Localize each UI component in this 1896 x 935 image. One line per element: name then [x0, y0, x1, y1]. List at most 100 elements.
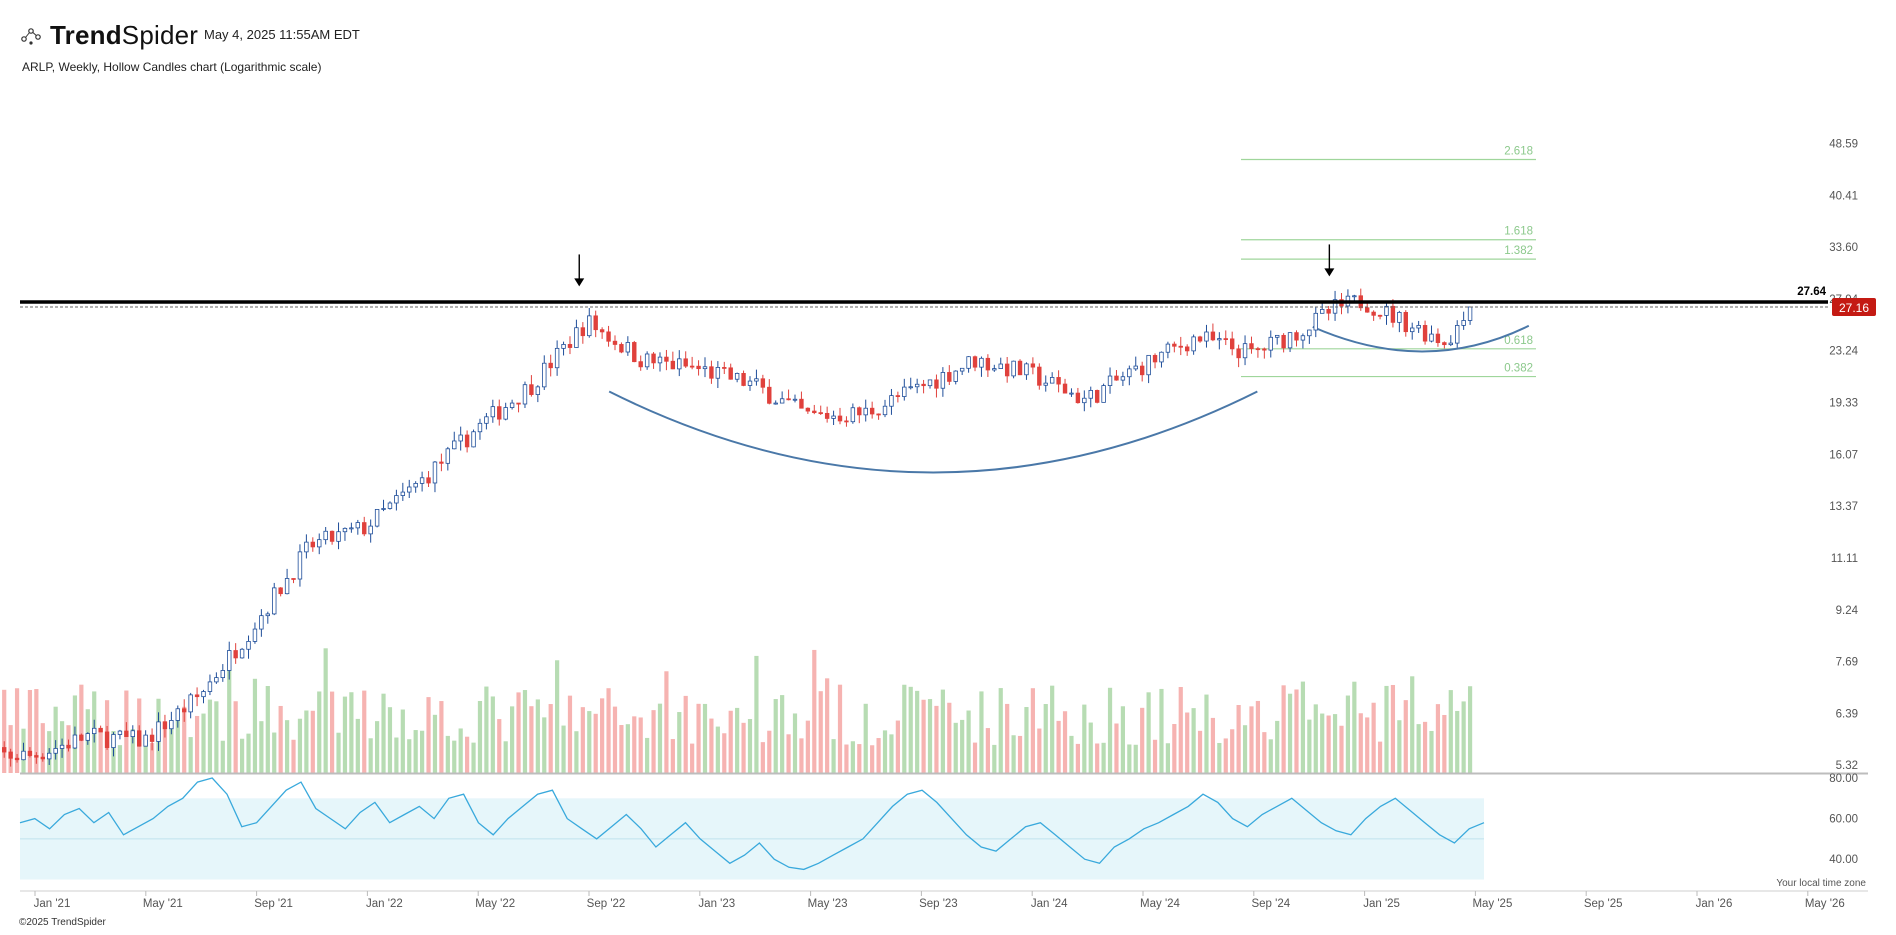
volume-bar: [555, 660, 560, 773]
volume-bar: [490, 696, 495, 773]
candle-body: [857, 407, 862, 416]
volume-bar: [252, 678, 258, 773]
candle-body: [689, 365, 695, 368]
candle-body: [1037, 366, 1042, 386]
volume-bar: [625, 724, 630, 773]
candle-body: [336, 531, 341, 542]
volume-bar: [1448, 690, 1453, 773]
candle-body: [1313, 312, 1318, 331]
y-axis-tick-label: 33.60: [1829, 242, 1858, 254]
candle-body: [484, 416, 489, 424]
candle-body: [561, 344, 566, 349]
x-axis-tick-label: Jan '24: [1031, 898, 1068, 910]
candle-body: [554, 347, 560, 369]
candle-body: [1024, 363, 1029, 376]
volume-bar: [1371, 702, 1376, 773]
candle-body: [1294, 332, 1299, 341]
x-axis-tick-label: Jan '26: [1696, 898, 1733, 910]
candle-body: [1365, 307, 1370, 313]
candle-body: [1255, 348, 1261, 351]
candle-body: [323, 530, 328, 541]
candle-body: [535, 386, 541, 395]
volume-bar: [1410, 676, 1415, 773]
candle-body: [966, 356, 971, 369]
x-axis-tick-label: May '26: [1805, 898, 1845, 910]
volume-bar: [1037, 728, 1042, 773]
volume-bar: [831, 739, 836, 773]
volume-bar: [329, 691, 335, 773]
candle-body: [522, 384, 528, 405]
candle-body: [921, 383, 926, 387]
volume-bar: [98, 730, 103, 773]
volume-bar: [407, 739, 412, 773]
candle-body: [368, 525, 373, 535]
volume-bar: [175, 719, 180, 773]
candle-body: [863, 407, 868, 416]
volume-bar: [1185, 712, 1190, 773]
candle-body: [503, 407, 508, 420]
candle-body: [464, 434, 470, 448]
volume-bar: [921, 699, 926, 773]
price-candles: [2, 288, 1473, 767]
candle-body: [1332, 299, 1338, 314]
y-axis-tick-label: 23.24: [1829, 346, 1858, 358]
volume-bar: [1159, 688, 1164, 773]
volume-bar: [265, 686, 270, 773]
volume-bar: [857, 744, 862, 773]
candle-body: [619, 344, 624, 353]
volume-bar: [818, 691, 823, 773]
candle-body: [1004, 363, 1010, 377]
volume-bar: [1352, 681, 1357, 773]
volume-bar: [1120, 706, 1125, 773]
candle-body: [574, 327, 579, 348]
candle-body: [1403, 311, 1408, 333]
candle-body: [207, 681, 213, 692]
volume-bar: [690, 743, 695, 773]
candle-body: [355, 522, 361, 529]
volume-bar: [760, 742, 765, 773]
volume-bar: [1011, 735, 1016, 773]
candle-body: [1101, 385, 1106, 403]
peak-arrow-head: [574, 278, 585, 287]
volume-bar: [1403, 700, 1408, 773]
volume-bar: [194, 715, 200, 773]
volume-bar: [1294, 689, 1299, 773]
candle-body: [1422, 325, 1428, 342]
candle-body: [400, 491, 406, 496]
candle-body: [1223, 338, 1228, 340]
volume-bar: [1339, 725, 1344, 773]
volume-bar: [960, 719, 965, 773]
chart-timestamp: May 4, 2025 11:55AM EDT: [204, 27, 360, 42]
candle-body: [818, 412, 823, 415]
candle-body: [1056, 377, 1061, 385]
volume-bar: [844, 744, 849, 773]
candle-body: [1184, 346, 1190, 352]
chart-subtitle: ARLP, Weekly, Hollow Candles chart (Loga…: [22, 60, 322, 74]
candle-body: [792, 398, 798, 401]
candle-body: [664, 356, 669, 362]
candle-body: [477, 422, 483, 433]
volume-bar: [1043, 704, 1048, 773]
volume-bar: [233, 701, 238, 773]
volume-bar: [117, 745, 123, 773]
candle-body: [1062, 383, 1068, 394]
candle-body: [529, 384, 534, 395]
rsi-y-tick-label: 60.00: [1829, 814, 1858, 826]
candle-body: [1165, 343, 1171, 353]
candle-body: [1300, 335, 1306, 341]
volume-bar: [1210, 717, 1216, 773]
candle-body: [773, 402, 778, 405]
volume-bar: [497, 719, 502, 773]
volume-bar: [516, 692, 521, 773]
copyright-footer: ©2025 TrendSpider: [19, 917, 106, 928]
candle-body: [1082, 397, 1087, 404]
resistance-label: 27.64: [1797, 286, 1826, 298]
volume-bar: [522, 690, 528, 773]
volume-bar: [368, 738, 373, 773]
fib-level-label: 2.618: [1504, 146, 1533, 158]
candle-body: [979, 357, 984, 368]
candle-body: [1011, 360, 1016, 377]
volume-bar: [1178, 687, 1183, 773]
volume-bar: [207, 699, 213, 773]
